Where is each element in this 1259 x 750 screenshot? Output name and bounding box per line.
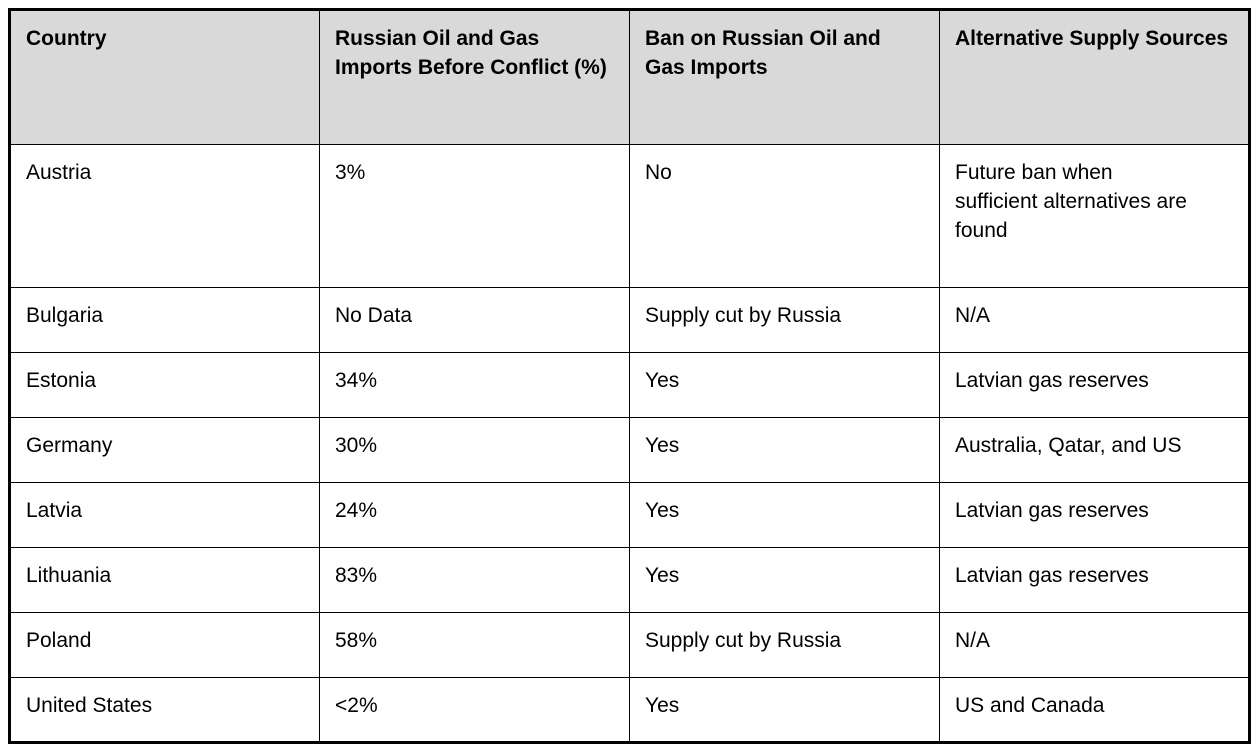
cell-imports: 30%: [319, 417, 630, 483]
cell-imports: No Data: [319, 287, 630, 353]
table-header-row: Country Russian Oil and Gas Imports Befo…: [9, 9, 1250, 145]
table-row-poland: Poland 58% Supply cut by Russia N/A: [9, 612, 1250, 678]
cell-ban: Yes: [629, 677, 940, 743]
cell-alternative: Latvian gas reserves: [939, 352, 1250, 418]
cell-country: Bulgaria: [9, 287, 320, 353]
cell-ban: Yes: [629, 417, 940, 483]
header-imports-before-conflict: Russian Oil and Gas Imports Before Confl…: [319, 9, 630, 145]
cell-alternative: N/A: [939, 612, 1250, 678]
cell-alternative-text: Future ban when sufficient alternatives …: [955, 161, 1187, 242]
cell-country: Latvia: [9, 482, 320, 548]
cell-imports: 3%: [319, 144, 630, 288]
cell-country: United States: [9, 677, 320, 743]
cell-ban: Supply cut by Russia: [629, 612, 940, 678]
header-ban: Ban on Russian Oil and Gas Imports: [629, 9, 940, 145]
cell-country: Germany: [9, 417, 320, 483]
cell-country: Austria: [9, 144, 320, 288]
table-row-estonia: Estonia 34% Yes Latvian gas reserves: [9, 352, 1250, 418]
table-row-lithuania: Lithuania 83% Yes Latvian gas reserves: [9, 547, 1250, 613]
cell-imports: <2%: [319, 677, 630, 743]
cell-imports: 83%: [319, 547, 630, 613]
header-country: Country: [9, 9, 320, 145]
cell-country: Poland: [9, 612, 320, 678]
table-row-germany: Germany 30% Yes Australia, Qatar, and US: [9, 417, 1250, 483]
table-row-bulgaria: Bulgaria No Data Supply cut by Russia N/…: [9, 287, 1250, 353]
cell-alternative: Future ban when sufficient alternatives …: [939, 144, 1250, 288]
energy-imports-table: Country Russian Oil and Gas Imports Befo…: [8, 8, 1251, 744]
cell-alternative: Latvian gas reserves: [939, 482, 1250, 548]
cell-alternative: Latvian gas reserves: [939, 547, 1250, 613]
cell-ban: Yes: [629, 547, 940, 613]
cell-alternative: Australia, Qatar, and US: [939, 417, 1250, 483]
cell-ban: Yes: [629, 352, 940, 418]
cell-imports: 34%: [319, 352, 630, 418]
cell-ban: Yes: [629, 482, 940, 548]
cell-country: Lithuania: [9, 547, 320, 613]
cell-ban: No: [629, 144, 940, 288]
cell-country: Estonia: [9, 352, 320, 418]
header-alternative-sources: Alternative Supply Sources: [939, 9, 1250, 145]
cell-imports: 24%: [319, 482, 630, 548]
cell-alternative: US and Canada: [939, 677, 1250, 743]
cell-ban: Supply cut by Russia: [629, 287, 940, 353]
table-row-austria: Austria 3% No Future ban when sufficient…: [9, 144, 1250, 288]
table-row-latvia: Latvia 24% Yes Latvian gas reserves: [9, 482, 1250, 548]
cell-imports: 58%: [319, 612, 630, 678]
table-row-united-states: United States <2% Yes US and Canada: [9, 677, 1250, 743]
cell-alternative: N/A: [939, 287, 1250, 353]
